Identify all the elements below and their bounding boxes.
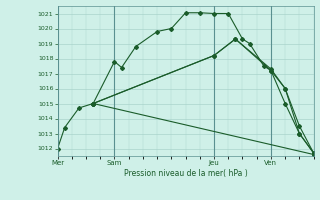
X-axis label: Pression niveau de la mer( hPa ): Pression niveau de la mer( hPa ) [124, 169, 247, 178]
